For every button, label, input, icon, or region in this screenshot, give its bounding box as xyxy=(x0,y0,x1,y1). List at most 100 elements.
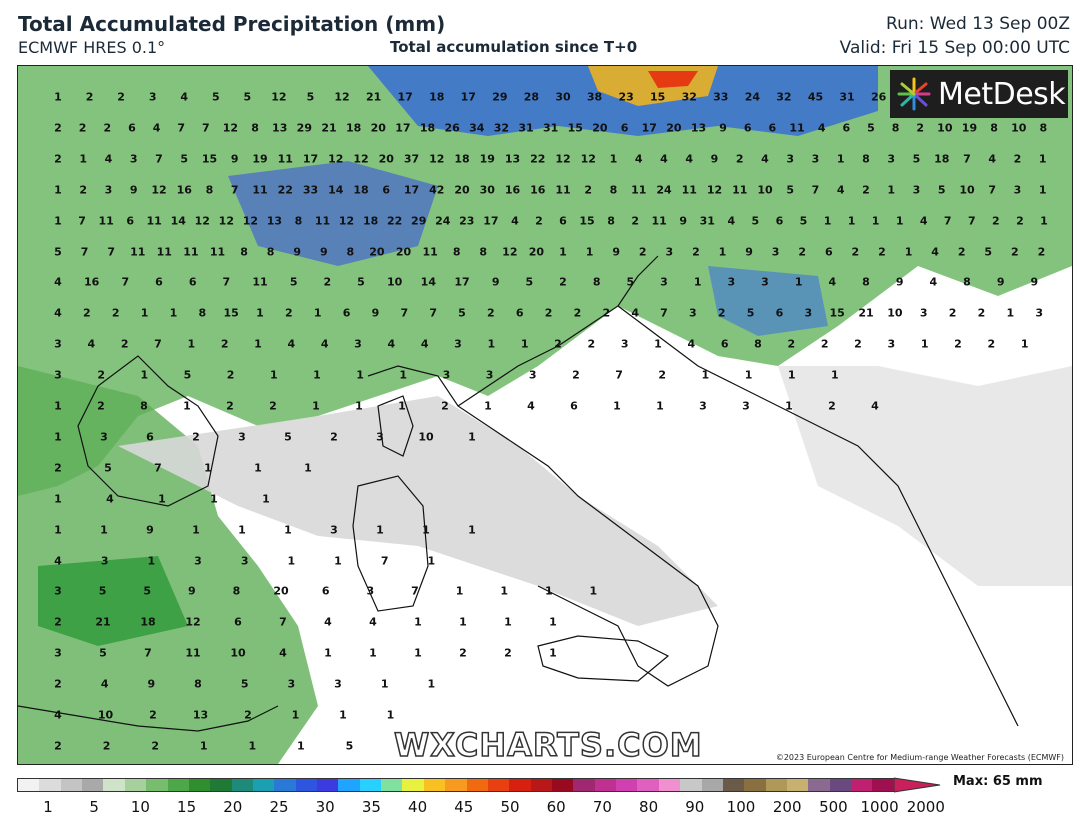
precip-value: 13 xyxy=(192,708,209,722)
precip-value: 11 xyxy=(98,214,114,228)
precip-value: 2 xyxy=(948,306,957,320)
precip-value: 2 xyxy=(226,399,234,413)
precip-value: 12 xyxy=(194,214,210,228)
precip-value: 1 xyxy=(312,399,320,413)
precip-value: 18 xyxy=(934,152,950,166)
precip-value: 15 xyxy=(829,306,845,320)
precip-value: 10 xyxy=(959,183,975,197)
precip-value: 2 xyxy=(111,306,120,320)
precip-value: 1 xyxy=(785,399,793,413)
precip-value: 1 xyxy=(904,245,913,258)
precip-value: 1 xyxy=(831,368,839,382)
precip-value: 2 xyxy=(97,399,105,413)
precip-value: 23 xyxy=(618,90,634,104)
precip-value: 9 xyxy=(710,152,719,166)
precip-value: 1 xyxy=(693,275,702,289)
precip-value: 2 xyxy=(692,245,700,258)
precip-value: 17 xyxy=(397,90,413,104)
precip-value: 30 xyxy=(479,183,495,197)
precip-value: 8 xyxy=(346,245,355,258)
precip-value: 7 xyxy=(155,152,163,166)
colorbar-tick-label: 30 xyxy=(315,798,335,816)
colorbar-swatch xyxy=(103,779,125,791)
precip-value: 9 xyxy=(679,214,688,228)
colorbar-tick-label: 200 xyxy=(772,798,802,816)
colorbar-swatch xyxy=(338,779,360,791)
precip-value: 1 xyxy=(183,399,191,413)
precip-value: 8 xyxy=(232,584,241,598)
precip-value: 2 xyxy=(323,275,332,289)
precip-value: 1 xyxy=(256,306,264,320)
precip-value: 29 xyxy=(296,121,312,135)
precip-value: 1 xyxy=(895,214,904,228)
precip-value: 3 xyxy=(54,584,62,598)
precip-value: 2 xyxy=(149,708,157,722)
precip-value: 9 xyxy=(996,275,1005,289)
precip-value: 9 xyxy=(230,152,239,166)
colorbar-swatch xyxy=(680,779,702,791)
precip-value: 2 xyxy=(798,245,807,258)
precip-value: 12 xyxy=(151,183,167,197)
precip-value: 7 xyxy=(222,275,231,289)
precip-value: 19 xyxy=(479,152,495,166)
precip-value: 2 xyxy=(459,646,467,660)
precip-value: 6 xyxy=(188,275,197,289)
precip-value: 1 xyxy=(836,152,845,166)
precip-value: 1 xyxy=(54,214,62,228)
precip-value: 1 xyxy=(455,584,464,598)
colorbar-swatch xyxy=(829,779,852,791)
precip-value: 1 xyxy=(1020,337,1029,351)
precip-value: 4 xyxy=(87,337,96,351)
precip-value: 11 xyxy=(314,214,331,228)
metdesk-logo: MetDesk xyxy=(890,70,1068,118)
precip-value: 18 xyxy=(140,615,156,629)
precip-value: 1 xyxy=(291,708,300,722)
colorbar-tick-label: 70 xyxy=(592,798,612,816)
precip-value: 5 xyxy=(143,584,152,598)
precip-value: 2 xyxy=(862,183,870,197)
precip-value: 6 xyxy=(234,615,242,629)
colorbar-tick-label: 35 xyxy=(361,798,381,816)
precip-value: 1 xyxy=(158,492,166,506)
precip-value: 29 xyxy=(492,90,508,104)
precip-value: 16 xyxy=(530,183,546,197)
precip-value: 1 xyxy=(794,275,803,289)
metdesk-logo-text: MetDesk xyxy=(938,76,1066,112)
precip-value: 4 xyxy=(180,90,189,104)
precip-value: 5 xyxy=(183,368,192,382)
colorbar-swatch xyxy=(124,779,147,791)
precip-value: 6 xyxy=(342,306,351,320)
precip-value: 1 xyxy=(549,615,557,629)
precip-value: 8 xyxy=(479,245,488,258)
precip-value: 1 xyxy=(204,461,212,475)
colorbar-swatch xyxy=(722,779,745,791)
precip-value: 1 xyxy=(656,399,664,413)
precip-value: 45 xyxy=(807,90,824,104)
precip-value: 21 xyxy=(321,121,337,135)
precip-value: 4 xyxy=(511,214,519,228)
run-time: Run: Wed 13 Sep 00Z xyxy=(886,14,1070,34)
precip-value: 9 xyxy=(491,275,500,289)
precip-value: 4 xyxy=(152,121,161,135)
precip-value: 5 xyxy=(243,90,252,104)
precip-value: 1 xyxy=(380,677,389,691)
precip-value: 5 xyxy=(211,90,220,104)
precip-value: 13 xyxy=(266,214,283,228)
colorbar-swatch xyxy=(423,779,446,791)
precip-value: 7 xyxy=(230,183,239,197)
precip-value: 1 xyxy=(339,708,347,722)
precip-value: 2 xyxy=(78,121,87,135)
precip-value: 1 xyxy=(613,399,621,413)
precip-value: 38 xyxy=(586,90,603,104)
precip-value: 11 xyxy=(732,183,748,197)
colorbar-tick-label: 45 xyxy=(454,798,474,816)
precip-value: 30 xyxy=(555,90,571,104)
precip-value: 4 xyxy=(929,275,938,289)
precip-value: 8 xyxy=(990,121,998,135)
precip-value: 8 xyxy=(754,337,762,351)
precip-value: 1 xyxy=(427,554,436,567)
precip-value: 31 xyxy=(699,214,715,228)
precip-value: 3 xyxy=(354,337,362,351)
precip-value: 7 xyxy=(615,368,623,382)
precip-value: 4 xyxy=(100,677,109,691)
